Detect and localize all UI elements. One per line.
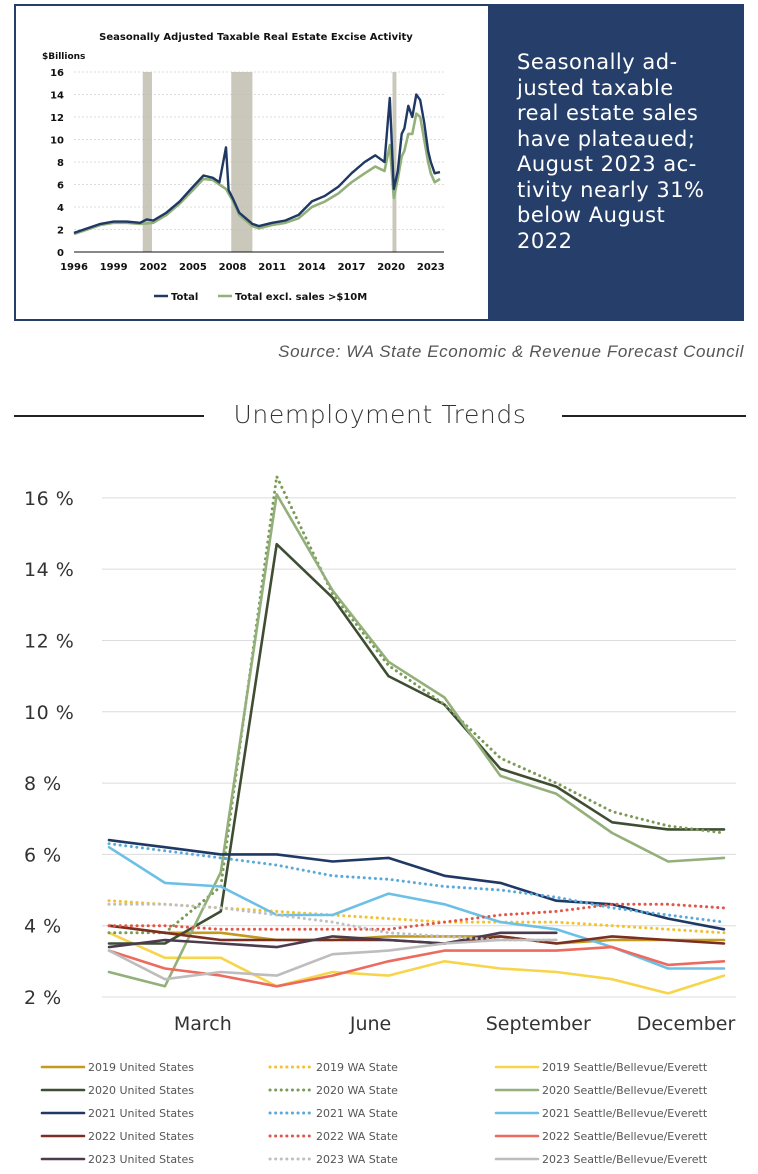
callout-box: Seasonally ad-justed taxable real estate … [488,6,742,319]
chart1-title: Seasonally Adjusted Taxable Real Estate … [99,32,413,43]
chart2-series-line [107,938,558,981]
legend-label: 2021 WA State [316,1107,398,1120]
chart1-xtick: 1996 [60,262,88,273]
chart2-series-line [107,924,726,945]
chart1-ytick: 16 [50,68,64,79]
chart2-xtick: December [637,1013,736,1035]
legend-label: 2023 United States [88,1153,194,1166]
chart2-ytick: 12 % [24,630,74,652]
callout-line: 2022 [517,228,573,253]
callout-line: have plateaued; [517,126,696,151]
title-rule-left [14,415,204,417]
callout-line: justed taxable [517,75,674,100]
chart1-ytick: 10 [50,136,64,147]
chart2-ytick: 8 % [24,773,62,795]
callout-line: Seasonally ad- [517,50,678,74]
chart1-ytick: 0 [57,248,64,259]
chart1-xtick: 2011 [258,262,286,273]
chart2-series-line [107,899,726,935]
legend-label: 2023 WA State [316,1153,398,1166]
callout-line: August 2023 ac- [517,152,697,176]
legend-label: 2021 Seattle/Bellevue/Everett [542,1107,708,1120]
chart1-xtick: 2008 [219,262,247,273]
chart2-ytick: 2 % [24,987,62,1009]
chart1-xtick: 2020 [377,262,405,273]
excise-activity-chart: Seasonally Adjusted Taxable Real Estate … [42,32,445,303]
chart2-series-line [107,838,726,931]
chart1-xtick: 2002 [139,262,167,273]
chart1-ytick: 12 [50,113,64,124]
chart2-series-line [107,492,726,988]
source-note: Source: WA State Economic & Revenue Fore… [278,342,744,361]
legend-label: 2021 United States [88,1107,194,1120]
legend-label: 2019 United States [88,1061,194,1074]
legend-label: 2020 United States [88,1084,194,1097]
chart1-legend-label: Total excl. sales >$10M [235,292,367,303]
legend-label: 2019 WA State [316,1061,398,1074]
section-header: Unemployment Trends [14,398,746,438]
chart1-xtick: 1999 [100,262,128,273]
chart1-xtick: 2017 [338,262,366,273]
chart2-xtick: September [486,1013,591,1035]
chart2-series-line [107,542,726,945]
chart1-series-line [73,112,441,236]
unemployment-chart: 2 % 4 % 6 % 8 % 10 % 12 % 14 % 16 % March June Sep… [24,474,736,1166]
chart2-series-line [107,474,726,935]
chart2-ytick: 14 % [24,559,74,581]
chart2-xtick: March [174,1013,232,1035]
chart1-ytick: 4 [57,203,64,214]
chart2-xtick: June [349,1013,391,1035]
section-title: Unemployment Trends [233,400,527,429]
chart1-ytick: 14 [50,91,64,102]
callout-line: real estate sales [517,101,699,125]
legend-label: 2022 United States [88,1130,194,1143]
real-estate-panel: Seasonally Adjusted Taxable Real Estate … [14,4,744,321]
chart1-xtick: 2023 [417,262,445,273]
title-rule-right [562,415,746,417]
chart2-series-line [107,902,558,942]
chart2-ytick: 10 % [24,702,74,724]
chart1-xtick: 2014 [298,262,326,273]
chart1-ytick: 6 [57,181,64,192]
chart2-ytick: 4 % [24,916,62,938]
chart1-ylabel: $Billions [42,52,85,62]
legend-label: 2020 WA State [316,1084,398,1097]
callout-line: below August [517,203,666,227]
chart2-series-line [107,931,726,995]
legend-label: 2022 Seattle/Bellevue/Everett [542,1130,708,1143]
legend-label: 2019 Seattle/Bellevue/Everett [542,1061,708,1074]
legend-label: 2023 Seattle/Bellevue/Everett [542,1153,708,1166]
chart1-ytick: 2 [57,226,64,237]
legend-label: 2020 Seattle/Bellevue/Everett [542,1084,708,1097]
chart2-ytick: 16 % [24,488,74,510]
chart2-series-line [107,902,726,931]
chart1-xtick: 2005 [179,262,207,273]
chart2-series-line [107,931,558,949]
chart1-ytick: 8 [57,158,64,169]
chart2-ytick: 6 % [24,844,62,866]
legend-label: 2022 WA State [316,1130,398,1143]
chart2-series-line [107,845,726,970]
chart1-legend-label: Total [171,292,198,303]
callout-line: tivity nearly 31% [517,177,705,202]
chart1-series-line [73,93,441,235]
chart2-series-line [107,945,726,988]
